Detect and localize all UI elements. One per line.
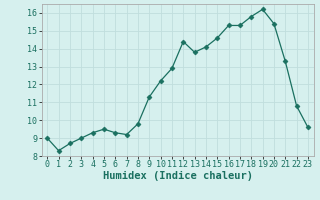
- X-axis label: Humidex (Indice chaleur): Humidex (Indice chaleur): [103, 171, 252, 181]
